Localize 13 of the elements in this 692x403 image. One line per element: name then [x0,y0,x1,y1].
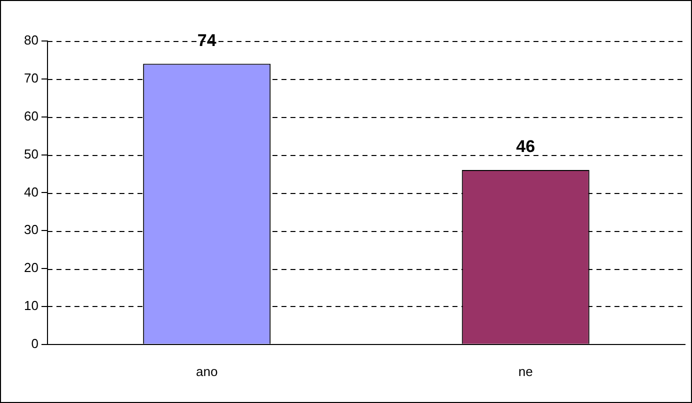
y-tick-label: 20 [24,260,38,276]
data-label: 46 [516,137,536,156]
data-label: 74 [197,30,217,50]
y-tick-label: 80 [24,32,38,48]
x-tick-label: ano [196,364,218,379]
y-tick-label: 60 [24,108,38,124]
x-tick-label: ne [518,364,533,379]
y-tick-label: 30 [24,222,38,238]
y-tick-label: 40 [24,184,38,200]
y-tick-label: 70 [24,70,38,86]
y-tick-label: 50 [24,146,38,162]
y-tick-label: 10 [24,298,38,314]
y-tick-label: 0 [31,336,38,351]
